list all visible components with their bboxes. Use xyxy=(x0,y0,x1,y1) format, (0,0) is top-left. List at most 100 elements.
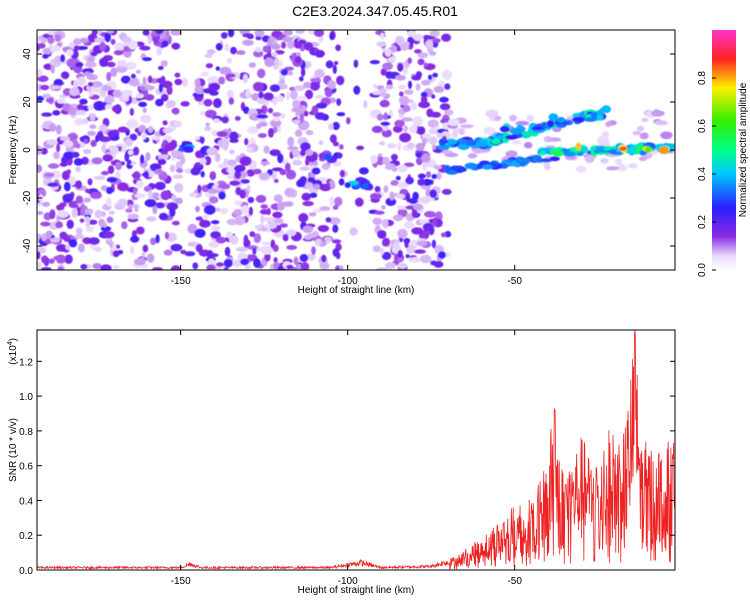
colorbar-tick-label: 0.4 xyxy=(697,167,708,181)
heatmap-cell xyxy=(110,38,116,45)
heatmap-cell xyxy=(136,226,145,235)
heatmap-cell xyxy=(37,261,42,270)
heatmap-cell xyxy=(431,174,438,179)
heatmap-cell xyxy=(411,209,418,218)
heatmap-cell xyxy=(328,123,334,131)
heatmap-cell xyxy=(412,116,423,127)
heatmap-cell xyxy=(301,192,311,201)
heatmap-cell xyxy=(166,85,173,95)
heatmap-cell xyxy=(321,163,330,170)
heatmap-cell xyxy=(253,50,264,58)
heatmap-cell xyxy=(68,239,78,248)
heatmap-cell xyxy=(407,57,413,64)
heatmap-cell xyxy=(83,138,89,144)
heatmap-cell xyxy=(45,97,53,103)
heatmap-cell xyxy=(100,226,112,232)
heatmap-cell xyxy=(201,214,209,220)
heatmap-cell xyxy=(57,209,69,219)
heatmap-cell xyxy=(79,218,85,223)
snr-series-line xyxy=(37,330,675,570)
heatmap-cell xyxy=(61,156,68,165)
heatmap-cell xyxy=(133,187,138,195)
heatmap-cell xyxy=(276,95,284,102)
heatmap-cell xyxy=(73,158,84,166)
heatmap-cell xyxy=(279,112,286,119)
x-tick-label: -100 xyxy=(338,276,358,287)
heatmap-cell xyxy=(208,241,219,248)
heatmap-cell xyxy=(458,128,466,135)
heatmap-cell xyxy=(147,34,153,45)
heatmap-cell xyxy=(49,45,61,53)
heatmap-cell xyxy=(315,94,324,99)
heatmap-cell xyxy=(379,248,385,256)
heatmap-cell xyxy=(403,125,408,133)
heatmap-cell xyxy=(539,150,547,156)
colorbar-tick-label: 0.6 xyxy=(697,119,708,133)
heatmap-cell xyxy=(413,203,424,211)
heatmap-cell xyxy=(313,183,320,190)
heatmap-cell xyxy=(223,158,228,165)
heatmap-cell xyxy=(460,124,474,129)
heatmap-cell xyxy=(393,240,400,250)
heatmap-cell xyxy=(48,258,55,264)
heatmap-cell xyxy=(160,75,166,84)
y-tick-label: 40 xyxy=(22,48,33,60)
heatmap-cell xyxy=(273,178,279,183)
heatmap-cell xyxy=(106,61,116,68)
heatmap-cell xyxy=(334,196,343,207)
heatmap-cell xyxy=(419,196,431,204)
heatmap-cell xyxy=(509,114,517,122)
heatmap-cell xyxy=(264,57,275,68)
heatmap-cell xyxy=(313,30,325,37)
heatmap-cell xyxy=(286,91,290,101)
heatmap-cell xyxy=(160,60,168,67)
heatmap-cell xyxy=(482,164,493,170)
heatmap-cell xyxy=(353,59,359,68)
heatmap-cell xyxy=(298,213,309,223)
heatmap-cell xyxy=(37,246,47,254)
heatmap-cell xyxy=(224,43,230,52)
heatmap-cell xyxy=(74,117,85,126)
heatmap-cell xyxy=(155,30,164,35)
heatmap-cell xyxy=(104,32,111,43)
heatmap-cell xyxy=(134,205,139,213)
heatmap-cell xyxy=(207,49,216,55)
heatmap-cell xyxy=(142,76,147,85)
heatmap-cell xyxy=(239,156,252,167)
heatmap-cell xyxy=(332,248,340,257)
heatmap-cell xyxy=(438,251,446,259)
heatmap-cell xyxy=(142,30,150,36)
heatmap-cell xyxy=(428,136,438,145)
heatmap-cell xyxy=(260,161,270,166)
heatmap-cell xyxy=(158,154,169,160)
heatmap-cell xyxy=(273,194,283,203)
heatmap-cell xyxy=(62,141,74,148)
heatmap-cell xyxy=(206,250,214,259)
y-tick-label: 0.6 xyxy=(19,462,33,473)
heatmap-cell xyxy=(62,193,74,202)
heatmap-cell xyxy=(163,249,173,256)
heatmap-cell xyxy=(106,216,114,223)
heatmap-cell xyxy=(37,68,43,78)
heatmap-cell xyxy=(379,32,385,40)
heatmap-cell xyxy=(405,254,410,259)
colorbar: 0.0 0.2 0.4 0.6 0.8 Normalized spectral ampl… xyxy=(697,30,749,277)
heatmap-cell xyxy=(456,139,468,144)
heatmap-cell xyxy=(389,191,395,201)
heatmap-cell xyxy=(101,211,106,218)
heatmap-cell xyxy=(71,151,80,158)
heatmap-cell xyxy=(431,239,436,249)
heatmap-cell xyxy=(243,234,249,244)
heatmap-cell xyxy=(144,94,155,101)
heatmap-cell xyxy=(441,69,453,80)
heatmap-cell xyxy=(220,32,228,39)
heatmap-cell xyxy=(381,204,386,210)
y-tick-label: 0 xyxy=(22,147,33,153)
heatmap-cell xyxy=(332,239,342,244)
heatmap-cell xyxy=(394,119,405,128)
heatmap-cell xyxy=(408,125,418,134)
heatmap-cell xyxy=(215,207,221,212)
heatmap-cell xyxy=(423,62,429,67)
heatmap-cell xyxy=(55,221,64,229)
heatmap-cell xyxy=(199,157,207,165)
